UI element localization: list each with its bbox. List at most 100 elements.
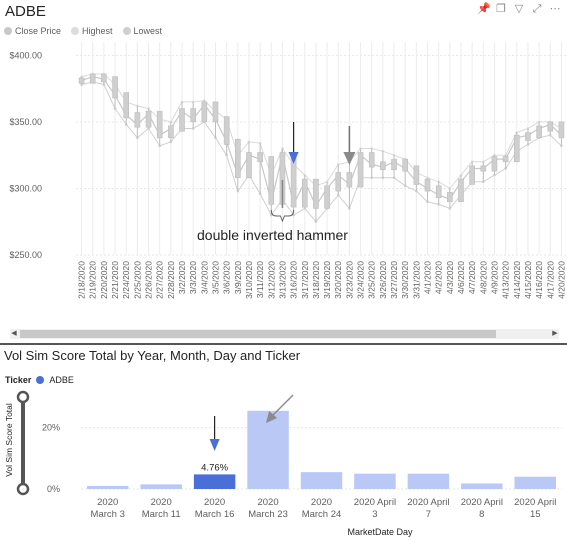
candle-body [313, 178, 319, 209]
candle-body [134, 112, 141, 128]
bar-x-tick-label: 2020 April [354, 497, 396, 508]
bar[interactable] [247, 410, 289, 489]
bar[interactable] [87, 485, 129, 489]
price-x-tick-label: 4/17/2020 [545, 261, 555, 299]
bar-chart-title: Vol Sim Score Total by Year, Month, Day … [4, 348, 301, 363]
bar[interactable] [461, 483, 503, 489]
scroll-right-icon[interactable]: ▶ [552, 330, 558, 337]
scroll-left-icon[interactable]: ◀ [11, 330, 17, 337]
bar-x-tick-label: 2020 [97, 497, 118, 508]
bar[interactable] [354, 473, 396, 489]
price-x-tick-label: 4/8/2020 [478, 261, 488, 294]
price-x-tick-label: 3/11/2020 [255, 261, 265, 298]
candle-body [491, 156, 498, 172]
price-x-tick-label: 3/26/2020 [378, 261, 388, 299]
candle-body [513, 134, 520, 163]
price-grid [76, 42, 567, 256]
bar[interactable] [300, 472, 343, 489]
copy-icon[interactable]: ❐ [496, 3, 506, 15]
candle-body [145, 110, 152, 128]
bar-x-tick-label: 2020 [257, 497, 278, 508]
price-x-tick-label: 4/7/2020 [467, 261, 477, 294]
series-line-close-price [81, 75, 562, 207]
bar-x-tick-label: March 24 [302, 509, 342, 520]
price-x-tick-label: 2/27/2020 [155, 261, 165, 299]
candle-body [301, 178, 308, 208]
horizontal-scrollbar[interactable]: ◀ ▶ [10, 329, 559, 339]
price-x-tick-label: 3/17/2020 [300, 261, 310, 299]
price-x-tick-label: 2/28/2020 [166, 261, 176, 299]
legend-item-lowest[interactable]: Lowest [122, 26, 162, 36]
filter-icon[interactable]: ▽ [514, 3, 524, 15]
ticker-legend: Ticker ADBE [5, 375, 74, 385]
bar[interactable] [140, 484, 182, 489]
legend-dot-adbe [36, 376, 45, 384]
price-candles [78, 73, 565, 222]
price-x-tick-label: 3/24/2020 [356, 261, 366, 299]
more-icon[interactable]: ⋯ [549, 3, 561, 15]
candle-body [447, 192, 453, 203]
zoom-slider-handle-top[interactable] [16, 390, 30, 404]
price-y-tick-label: $300.00 [9, 183, 42, 193]
candle-body [179, 108, 185, 132]
series-point [470, 160, 474, 164]
series-point [504, 153, 507, 157]
candle-body [525, 132, 531, 141]
legend-title: Ticker [5, 375, 32, 385]
price-x-tick-label: 4/6/2020 [456, 261, 466, 294]
bar[interactable] [514, 476, 556, 489]
price-x-tick-label: 3/16/2020 [289, 261, 299, 299]
candle-body [168, 125, 174, 139]
legend-dot-highest [71, 27, 80, 35]
price-x-tick-label: 4/16/2020 [534, 261, 544, 299]
series-point [247, 140, 251, 144]
legend-item-close[interactable]: Close Price [4, 26, 61, 36]
price-x-tick-label: 3/2/2020 [177, 261, 187, 294]
price-x-tick-label: 3/25/2020 [367, 261, 377, 299]
price-x-tick-label: 3/30/2020 [400, 261, 410, 299]
bar-x-tick-label: 3 [372, 509, 377, 520]
candle-body [268, 156, 275, 205]
series-line-highest [81, 73, 562, 190]
series-point [493, 153, 496, 157]
series-point [526, 127, 530, 130]
price-x-tick-label: 3/13/2020 [277, 261, 287, 299]
candle-body [502, 156, 509, 163]
legend-dot-close [4, 27, 12, 35]
candle-body [469, 165, 475, 185]
series-point [359, 147, 362, 150]
bar-x-tick-label: 2020 April [514, 497, 556, 508]
visual-toolbar: 📌 ❐ ▽ ⤢ ⋯ [477, 3, 561, 15]
bar-x-tick-label: March 16 [195, 509, 235, 520]
price-x-tick-label: 3/23/2020 [344, 261, 354, 299]
price-x-tick-label: 4/3/2020 [445, 261, 455, 294]
bar-x-tick-label: 2020 April [407, 497, 449, 508]
candle-body [402, 158, 408, 172]
price-y-axis: $400.00 $350.00 $300.00 $250.00 [9, 50, 42, 260]
annotation-bracket [270, 209, 295, 223]
candle-body [435, 185, 442, 199]
candle-body [212, 101, 219, 123]
price-x-tick-label: 4/14/2020 [512, 261, 522, 299]
bar[interactable] [407, 473, 450, 489]
price-x-tick-label: 3/19/2020 [322, 261, 332, 299]
focus-icon[interactable]: ⤢ [532, 3, 542, 15]
pin-icon[interactable]: 📌 [477, 3, 491, 15]
scroll-thumb[interactable] [20, 330, 496, 338]
x-axis-label: MarketDate Day [347, 527, 413, 537]
price-y-tick-label: $400.00 [9, 50, 42, 60]
legend-label-close: Close Price [15, 26, 62, 36]
zoom-slider-handle-bottom[interactable] [16, 482, 30, 496]
candle-body [413, 165, 420, 185]
candle-body [112, 76, 118, 99]
bar[interactable] [193, 474, 236, 489]
candle-body [424, 178, 431, 192]
series-line-lowest [81, 81, 562, 223]
panel-divider [0, 343, 567, 345]
price-x-tick-label: 3/27/2020 [389, 261, 399, 299]
legend-label-adbe[interactable]: ADBE [49, 375, 74, 385]
legend-item-highest[interactable]: Highest [71, 26, 113, 36]
price-x-tick-label: 4/15/2020 [523, 261, 533, 299]
candle-body [458, 178, 464, 203]
